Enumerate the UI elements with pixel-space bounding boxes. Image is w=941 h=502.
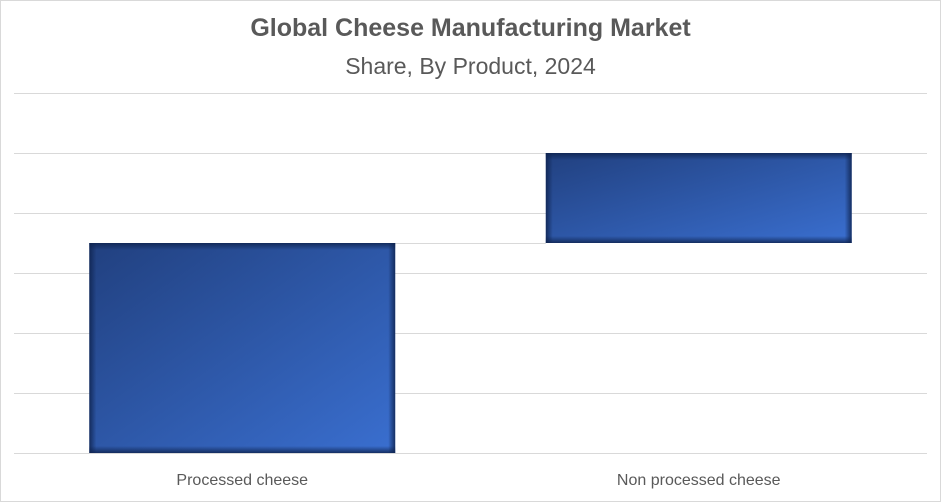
x-tick-label: Non processed cheese <box>617 472 781 489</box>
bar-1 <box>89 243 396 453</box>
bar-shade-right <box>388 243 396 453</box>
bar-2 <box>545 153 852 243</box>
bar-fill <box>89 243 396 453</box>
bar-fill <box>545 153 852 243</box>
bar-shade-top <box>545 153 852 160</box>
bar-shade-left <box>89 243 97 453</box>
bar-shade-right <box>844 153 852 243</box>
bar-shade-left <box>545 153 553 243</box>
bar-shade-top <box>89 243 396 250</box>
bar-shade-bottom <box>89 446 396 453</box>
chart-subtitle: Share, By Product, 2024 <box>345 53 596 79</box>
chart-title: Global Cheese Manufacturing Market <box>250 14 691 42</box>
x-tick-label: Processed cheese <box>176 472 308 489</box>
bar-shade-bottom <box>545 236 852 243</box>
